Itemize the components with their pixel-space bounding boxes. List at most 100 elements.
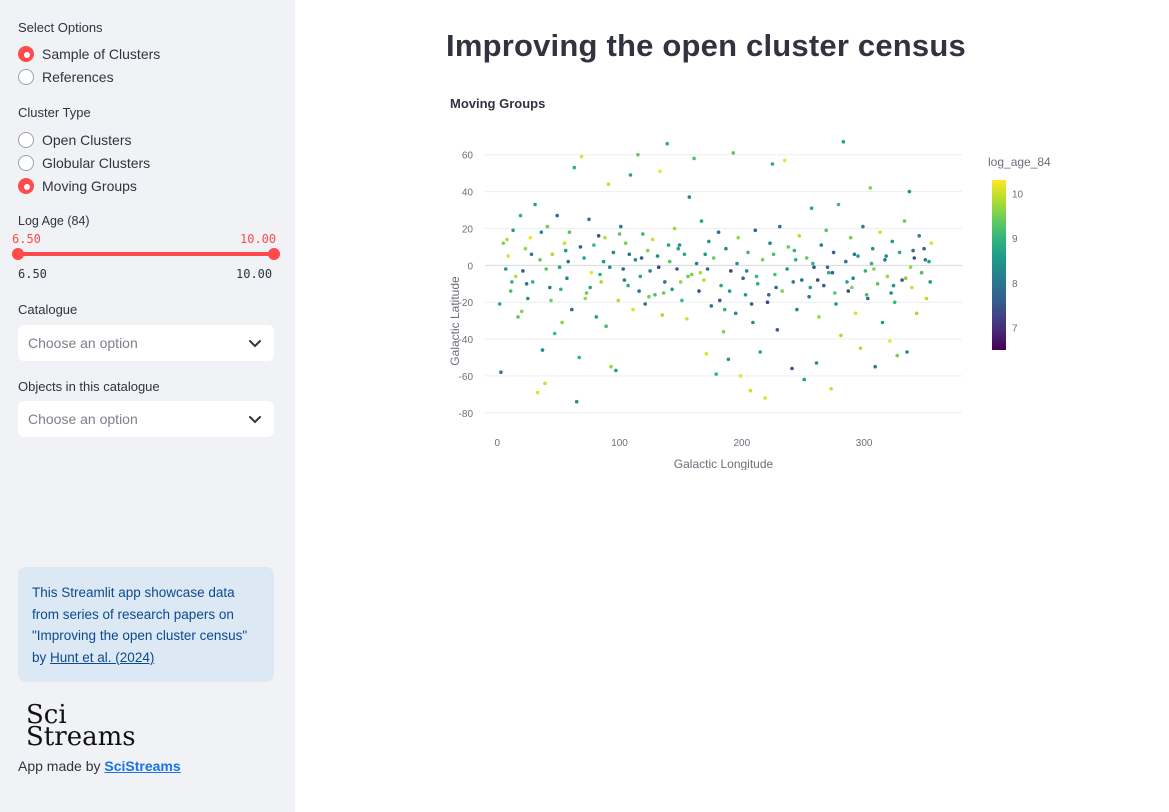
data-point <box>598 272 602 277</box>
data-point <box>826 270 831 275</box>
hunt-paper-link[interactable]: Hunt et al. (2024) <box>50 649 155 665</box>
logo-line2: Streams <box>26 722 136 752</box>
data-point <box>929 241 934 245</box>
data-point <box>914 311 919 316</box>
data-point <box>888 339 892 343</box>
data-point <box>731 151 736 155</box>
data-point <box>530 280 535 284</box>
data-point <box>538 258 542 262</box>
data-point <box>544 267 548 271</box>
data-point <box>549 298 553 303</box>
data-point <box>809 206 814 210</box>
log-age-slider-high-handle[interactable] <box>268 248 280 260</box>
data-point <box>765 300 770 304</box>
data-point <box>735 261 739 266</box>
data-point <box>786 245 791 249</box>
data-point <box>748 388 753 393</box>
data-point <box>782 158 787 163</box>
objects-select[interactable]: Choose an option <box>18 401 274 437</box>
data-point <box>890 239 895 244</box>
radio-open-clusters[interactable]: Open Clusters <box>18 130 131 150</box>
data-point <box>643 302 647 306</box>
data-point <box>883 258 887 262</box>
radio-references[interactable]: References <box>18 67 114 87</box>
data-point <box>570 307 574 312</box>
data-point <box>682 252 687 257</box>
data-point <box>917 234 921 238</box>
data-point <box>738 374 743 378</box>
data-point <box>830 270 835 275</box>
y-tick-label: 0 <box>467 261 473 272</box>
slider-max-label: 10.00 <box>236 267 273 281</box>
data-point <box>562 241 567 245</box>
radio-globular-clusters[interactable]: Globular Clusters <box>18 153 150 173</box>
data-point <box>733 311 738 316</box>
catalogue-select[interactable]: Choose an option <box>18 325 274 361</box>
info-line: by Hunt et al. (2024) <box>32 647 260 669</box>
data-point <box>557 265 562 269</box>
made-by-prefix: App made by <box>18 758 105 774</box>
data-point <box>543 381 547 386</box>
y-tick-label: 60 <box>462 151 474 162</box>
data-point <box>698 270 703 275</box>
radio-label: Globular Clusters <box>42 155 151 171</box>
radio-moving-groups[interactable]: Moving Groups <box>18 176 137 196</box>
data-point <box>834 302 838 306</box>
data-point <box>844 259 848 264</box>
info-line: This Streamlit app showcase data <box>32 585 235 600</box>
data-point <box>687 195 692 199</box>
data-point <box>903 276 908 280</box>
log-age-slider-track[interactable] <box>18 252 274 256</box>
log-age-label: Log Age (84) <box>18 214 90 228</box>
data-point <box>848 235 853 240</box>
data-point <box>817 315 821 319</box>
data-point <box>724 246 728 251</box>
data-point <box>703 252 707 257</box>
data-point <box>539 230 544 234</box>
log-age-slider-low-handle[interactable] <box>12 248 24 260</box>
data-point <box>880 320 885 325</box>
data-point <box>560 320 564 325</box>
sidebar: Select Options Sample of Clusters Refere… <box>0 0 295 812</box>
data-point <box>685 317 689 321</box>
data-point <box>793 258 798 262</box>
data-point <box>819 243 824 247</box>
data-point <box>897 250 902 255</box>
radio-selected-icon <box>18 46 34 62</box>
data-point <box>709 304 714 308</box>
data-point <box>545 224 550 229</box>
scistreams-link[interactable]: SciStreams <box>104 758 181 774</box>
radio-unselected-icon <box>18 69 34 85</box>
data-point <box>535 390 540 395</box>
data-point <box>596 234 601 238</box>
data-point <box>800 278 804 282</box>
data-point <box>658 169 662 174</box>
data-point <box>868 186 873 190</box>
data-point <box>645 248 650 253</box>
radio-sample-of-clusters[interactable]: Sample of Clusters <box>18 44 160 64</box>
data-point <box>846 289 851 293</box>
data-point <box>505 237 509 242</box>
data-point <box>755 282 760 286</box>
made-by-text: App made by SciStreams <box>18 758 181 774</box>
y-tick-label: -40 <box>459 335 474 346</box>
data-point <box>836 202 841 207</box>
data-point <box>758 350 762 354</box>
data-point <box>550 252 555 257</box>
data-point <box>519 309 524 314</box>
data-point <box>768 241 772 245</box>
data-point <box>736 235 740 240</box>
radio-label: Open Clusters <box>42 132 132 148</box>
slider-high-value: 10.00 <box>240 232 277 246</box>
data-point <box>641 232 645 236</box>
data-point <box>686 274 690 279</box>
data-point <box>741 276 745 280</box>
data-point <box>678 280 683 284</box>
data-point <box>533 202 537 207</box>
data-point <box>792 248 797 253</box>
data-point <box>647 294 651 299</box>
x-tick-label: 100 <box>611 438 628 449</box>
data-point <box>714 372 718 376</box>
data-point <box>833 291 837 295</box>
